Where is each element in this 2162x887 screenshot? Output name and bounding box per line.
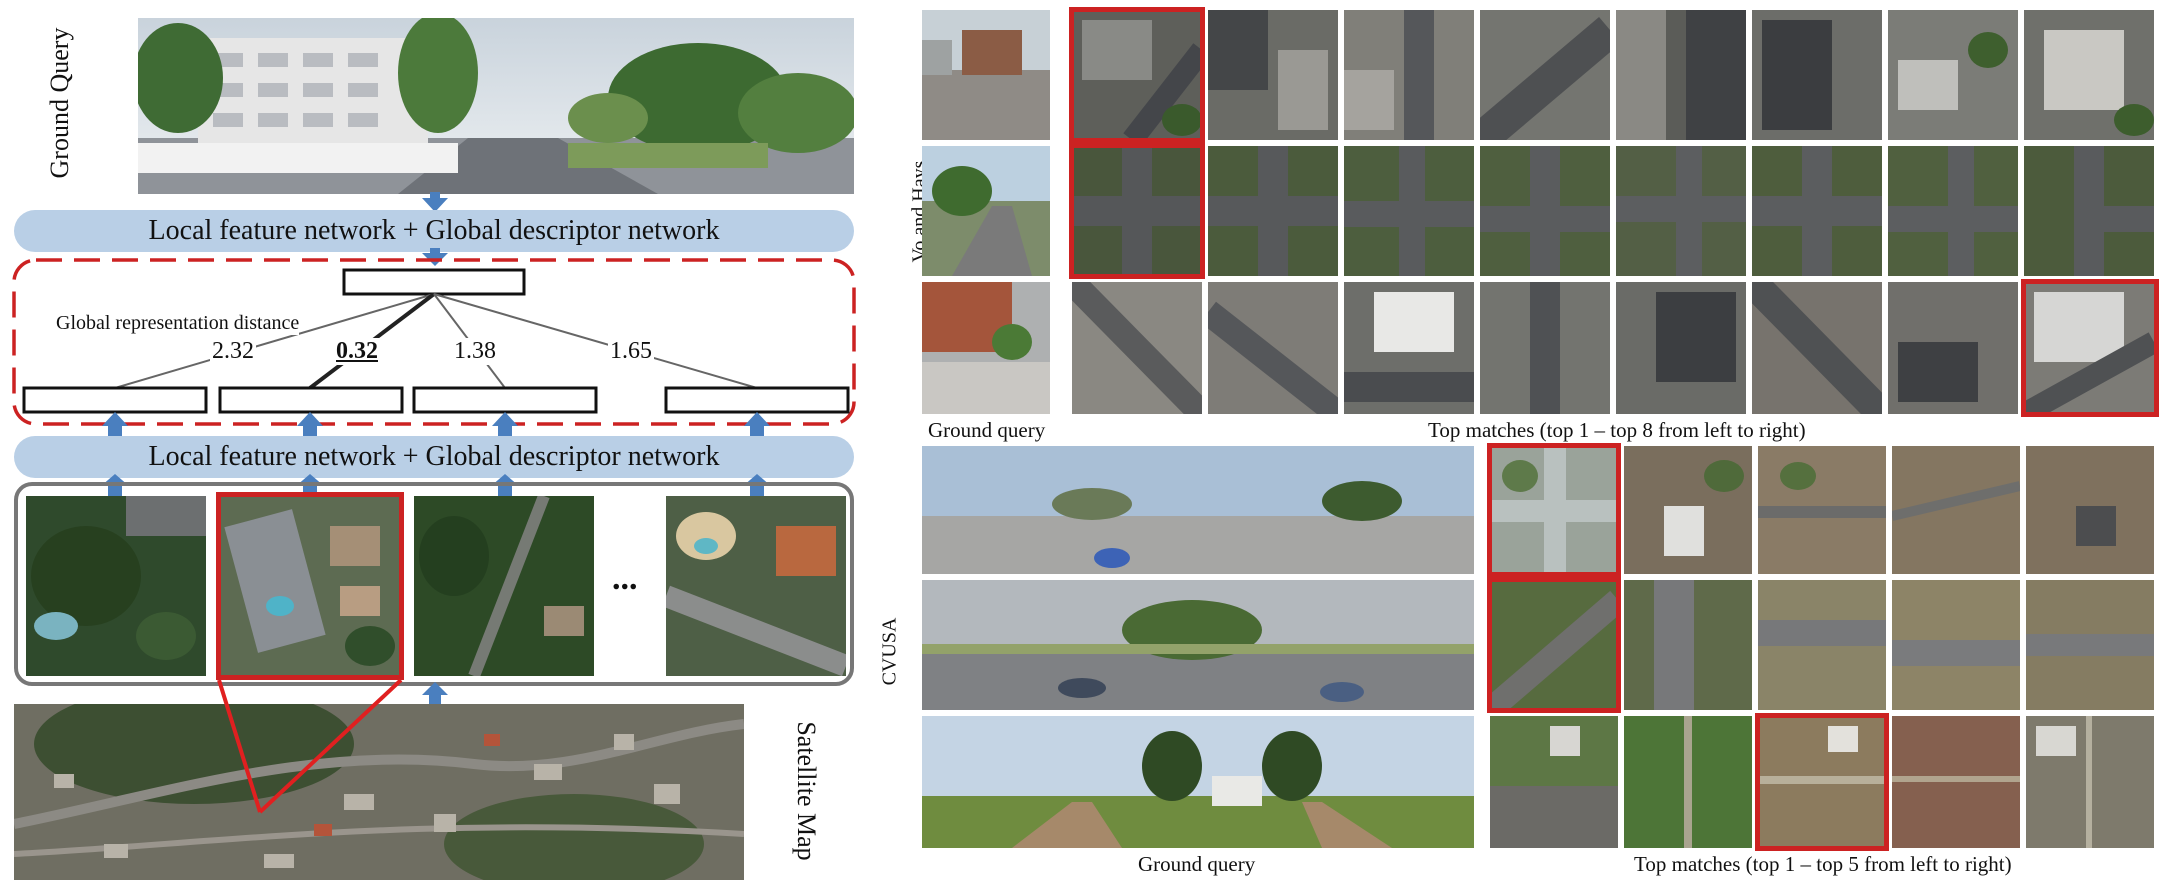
aerial-match [1892,716,2020,848]
aerial-match [2026,716,2154,848]
aerial-match [2024,10,2154,140]
aerial-match [1616,10,1746,140]
aerial-match [1344,282,1474,414]
arrow-down-icon [422,248,448,266]
distance-value-1: 2.32 [210,338,256,365]
aerial-match [1344,10,1474,140]
aerial-match [1892,580,2020,710]
aerial-match [1752,146,1882,276]
satellite-tile-1 [26,496,206,676]
aerial-match [1490,446,1618,574]
aerial-match [1752,10,1882,140]
correct-match-highlight [1069,143,1205,279]
cvusa-ground-query-1 [922,446,1474,574]
aerial-match [1208,282,1338,414]
aerial-match [1758,716,1886,848]
correct-match-highlight [1487,577,1621,713]
aerial-match [2026,580,2154,710]
aerial-match [1888,282,2018,414]
vo-hays-ground-query-2 [922,146,1050,276]
aerial-match [1892,446,2020,574]
bottom-network-band: Local feature network + Global descripto… [14,436,854,478]
top-ground-query-caption: Ground query [928,418,1046,442]
correct-match-highlight [1755,713,1889,851]
satellite-tile-3 [414,496,594,676]
satellite-tile-4 [666,496,846,676]
arrow-up-icon [422,682,448,708]
correct-match-highlight [1487,443,1621,577]
cvusa-ground-query-3 [922,716,1474,848]
top-matches-caption: Top matches (top 1 – top 8 from left to … [1428,418,1806,442]
aerial-match [1480,10,1610,140]
aerial-match [2024,282,2154,414]
satellite-tile-2 [220,496,400,676]
satellite-map [14,704,744,880]
aerial-match [1758,580,1886,710]
cvusa-label: CVUSA [878,617,901,686]
correct-match-highlight [2021,279,2159,417]
aerial-match [1616,146,1746,276]
zoom-lines [217,678,403,814]
aerial-match [1480,282,1610,414]
distance-value-2: 0.32 [334,338,380,365]
satellite-map-label: Satellite Map [792,721,821,861]
ground-query-panorama [138,18,854,194]
aerial-match [1624,446,1752,574]
aerial-match [1624,716,1752,848]
matched-tile-highlight [216,492,404,680]
aerial-match [2026,446,2154,574]
aerial-match [1888,146,2018,276]
aerial-match [1624,580,1752,710]
distance-value-3: 1.38 [452,338,498,365]
aerial-match [1072,282,1202,414]
distance-tree [12,258,856,426]
distance-value-4: 1.65 [608,338,654,365]
ellipsis: ... [612,560,638,597]
aerial-match [1208,146,1338,276]
arrow-down-icon [422,192,448,212]
bottom-matches-caption: Top matches (top 1 – top 5 from left to … [1634,852,2012,876]
arrow-up-icons [102,412,770,436]
aerial-match [1888,10,2018,140]
aerial-match [2024,146,2154,276]
bottom-ground-query-caption: Ground query [1138,852,1256,876]
aerial-match [1490,716,1618,848]
vo-hays-ground-query-1 [922,10,1050,140]
aerial-match [1344,146,1474,276]
aerial-match [1758,446,1886,574]
aerial-match [1072,146,1202,276]
aerial-match [1752,282,1882,414]
cvusa-ground-query-2 [922,580,1474,710]
aerial-match [1072,10,1202,140]
aerial-match [1480,146,1610,276]
aerial-match [1208,10,1338,140]
top-network-band: Local feature network + Global descripto… [14,210,854,252]
vo-hays-ground-query-3 [922,282,1050,414]
aerial-match [1616,282,1746,414]
aerial-match [1490,580,1618,710]
correct-match-highlight [1069,7,1205,143]
distance-label: Global representation distance [56,312,300,335]
